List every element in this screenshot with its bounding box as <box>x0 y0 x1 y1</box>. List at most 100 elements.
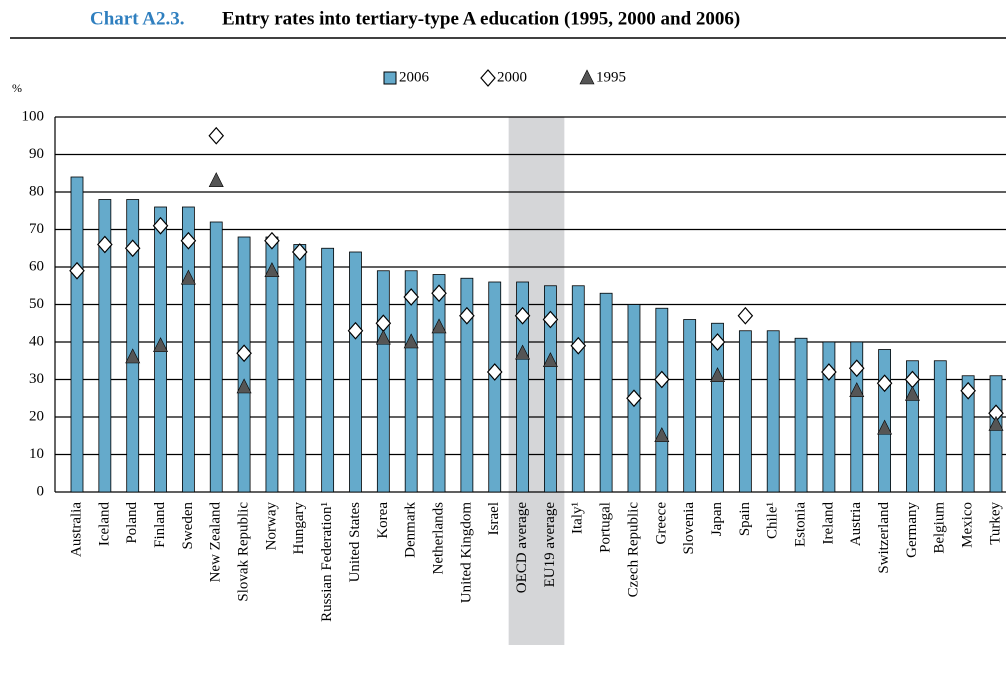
diamond-marker <box>291 243 308 261</box>
bar <box>126 199 140 493</box>
triangle-marker <box>710 367 726 383</box>
bar <box>766 330 780 493</box>
bar <box>655 307 669 493</box>
diamond-marker <box>848 359 865 378</box>
diamond-marker <box>459 306 475 325</box>
diamond-marker <box>570 336 587 355</box>
x-tick-label: Slovenia <box>681 502 697 555</box>
diamond-marker <box>236 344 252 363</box>
legend-label: 2006 <box>399 69 430 85</box>
x-tick-label: Austria <box>848 502 864 547</box>
x-tick-label: Czech Republic <box>625 502 641 598</box>
x-tick-label: Japan <box>709 502 725 537</box>
diamond-marker <box>124 239 141 258</box>
diamond-marker <box>514 306 531 325</box>
x-tick-label: United States <box>347 502 363 583</box>
bar <box>738 330 752 493</box>
y-unit: % <box>12 81 22 95</box>
diamond-marker <box>403 288 419 306</box>
x-tick-label: Turkey <box>987 502 1003 545</box>
y-tick-label: 90 <box>29 146 44 162</box>
bar <box>181 206 195 493</box>
x-tick-label: New Zealand <box>208 502 224 583</box>
diamond-marker <box>486 363 503 381</box>
legend-swatch <box>383 71 397 85</box>
triangle-marker <box>403 333 419 349</box>
bar <box>432 274 446 493</box>
triangle-marker <box>125 348 141 364</box>
triangle-marker <box>236 378 252 394</box>
y-tick-label: 40 <box>29 333 44 349</box>
y-tick-label: 50 <box>29 296 44 312</box>
triangle-marker <box>431 318 447 334</box>
bar <box>711 322 724 493</box>
x-tick-label: OECD average <box>514 502 530 594</box>
bar <box>516 281 529 493</box>
triangle-marker <box>877 419 893 435</box>
diamond-marker <box>737 306 754 325</box>
x-tick-label: Hungary <box>291 502 307 555</box>
diamond-marker <box>347 321 364 340</box>
bar <box>683 319 697 493</box>
x-tick-label: United Kingdom <box>458 502 474 604</box>
bar <box>571 285 585 493</box>
x-tick-label: Russian Federation¹ <box>319 502 335 622</box>
x-tick-label: Germany <box>904 502 920 558</box>
x-tick-label: Italy¹ <box>570 502 586 534</box>
legend-label: 2000 <box>497 69 527 85</box>
diamond-marker <box>431 284 447 303</box>
x-tick-label: Korea <box>375 502 391 539</box>
x-tick-label: Mexico <box>960 502 976 548</box>
x-tick-label: Israel <box>486 502 502 535</box>
x-tick-label: Chile¹ <box>765 502 781 539</box>
y-tick-label: 70 <box>29 221 44 237</box>
chart-title-label: Chart A2.3. <box>90 8 184 29</box>
triangle-marker <box>153 337 169 353</box>
bar <box>488 281 502 493</box>
y-tick-label: 60 <box>29 258 44 274</box>
bar <box>237 236 251 493</box>
x-tick-label: Denmark <box>403 502 419 558</box>
x-tick-label: Switzerland <box>876 502 892 574</box>
y-tick-label: 30 <box>29 371 44 387</box>
x-tick-label: Estonia <box>792 502 808 547</box>
x-tick-label: Spain <box>737 502 753 537</box>
diamond-marker <box>542 310 559 329</box>
x-tick-label: Poland <box>124 502 140 544</box>
y-tick-label: 0 <box>37 483 45 499</box>
x-tick-label: EU19 average <box>542 502 558 588</box>
x-tick-label: Belgium <box>932 502 948 554</box>
triangle-marker <box>542 352 558 368</box>
x-tick-label: Finland <box>152 502 168 548</box>
diamond-marker <box>69 261 85 280</box>
bar <box>794 337 808 493</box>
y-tick-label: 80 <box>29 183 44 199</box>
diamond-marker <box>821 363 837 381</box>
legend-label: 1995 <box>596 69 626 85</box>
y-tick-label: 100 <box>22 108 45 124</box>
bar <box>293 244 307 493</box>
diamond-marker <box>208 126 225 145</box>
bar <box>404 270 418 493</box>
y-tick-label: 20 <box>29 408 44 424</box>
triangle-marker <box>515 344 531 360</box>
bar <box>599 292 613 493</box>
bar <box>544 285 557 493</box>
bar <box>70 176 84 493</box>
x-tick-label: Netherlands <box>430 502 446 575</box>
diamond-marker <box>654 370 670 389</box>
bar <box>376 270 390 493</box>
diamond-marker <box>97 235 113 254</box>
y-tick-label: 10 <box>29 446 44 462</box>
x-tick-label: Ireland <box>820 502 836 545</box>
triangle-marker <box>988 415 1004 431</box>
triangle-marker <box>579 69 595 85</box>
diamond-marker <box>876 374 893 393</box>
diamond-marker <box>709 333 726 351</box>
triangle-marker <box>849 382 865 398</box>
diamond-marker <box>264 231 280 250</box>
bar <box>989 375 1003 493</box>
bar <box>933 360 947 493</box>
diamond-marker <box>180 231 197 250</box>
